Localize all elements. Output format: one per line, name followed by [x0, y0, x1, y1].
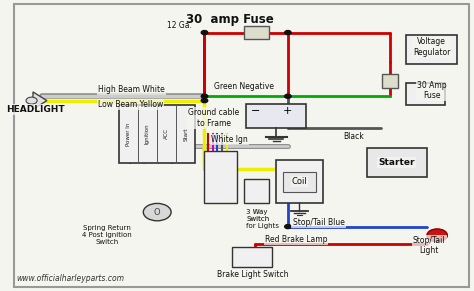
Text: Green Negative: Green Negative [214, 82, 274, 91]
Text: Red Brake Lamp: Red Brake Lamp [265, 235, 327, 244]
Text: Low Beam Yellow: Low Beam Yellow [98, 100, 163, 109]
Text: Power In: Power In [126, 122, 131, 146]
Text: Starter: Starter [379, 158, 415, 167]
Bar [118, 105, 195, 163]
Text: Coil: Coil [292, 177, 307, 186]
Circle shape [201, 94, 208, 98]
Text: 12 Ga.: 12 Ga. [167, 21, 192, 30]
Text: Spring Return
4 Post Ignition
Switch: Spring Return 4 Post Ignition Switch [82, 225, 132, 245]
Polygon shape [33, 92, 47, 109]
Bar [204, 151, 237, 203]
Bar [283, 172, 316, 192]
Text: www.officialharleyparts.com: www.officialharleyparts.com [17, 274, 125, 283]
Circle shape [201, 31, 208, 35]
Text: Ignition: Ignition [145, 124, 150, 144]
Text: Start: Start [183, 127, 188, 141]
Text: Ground cable
to Frame: Ground cable to Frame [188, 108, 239, 128]
Circle shape [285, 225, 291, 229]
Circle shape [285, 31, 291, 35]
Bar [406, 83, 446, 105]
Circle shape [26, 97, 37, 104]
Bar [367, 148, 427, 177]
Circle shape [143, 203, 171, 221]
Text: Brake Light Switch: Brake Light Switch [218, 270, 289, 279]
Bar [276, 160, 323, 203]
Bar [244, 26, 269, 39]
Bar [244, 179, 269, 203]
Text: Stop/Tail Blue: Stop/Tail Blue [292, 218, 345, 227]
Text: 30 Amp
Fuse: 30 Amp Fuse [417, 81, 447, 100]
Text: +: + [283, 106, 292, 116]
Text: −: − [251, 106, 260, 116]
Text: White Ign: White Ign [211, 135, 248, 144]
Bar [406, 36, 457, 64]
Text: O: O [154, 207, 161, 217]
Circle shape [427, 229, 447, 242]
Text: Black: Black [344, 132, 365, 141]
Circle shape [285, 94, 291, 98]
Circle shape [201, 99, 208, 103]
Text: ACC: ACC [164, 128, 169, 139]
Text: HEADLIGHT: HEADLIGHT [6, 105, 64, 114]
Text: 30  amp Fuse: 30 amp Fuse [186, 13, 274, 26]
Text: Stop/Tail
Light: Stop/Tail Light [413, 236, 446, 255]
Text: High Beam White: High Beam White [98, 85, 164, 94]
Bar [246, 104, 307, 128]
Text: Kill
Switch: Kill Switch [246, 209, 269, 221]
Text: 3 Way
Switch
for Lights: 3 Way Switch for Lights [246, 209, 279, 229]
Text: Voltage
Regulator: Voltage Regulator [413, 37, 450, 57]
Bar [232, 247, 272, 267]
Bar [382, 74, 398, 88]
